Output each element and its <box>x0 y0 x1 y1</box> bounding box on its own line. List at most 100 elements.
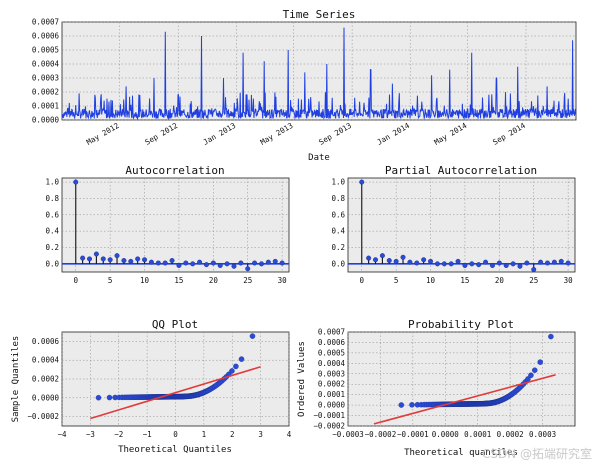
pp-y-tick-label: 0.0005 <box>318 348 345 357</box>
pacf-point <box>359 179 365 185</box>
acf-point <box>121 258 127 264</box>
acf-y-tick-label: 1.0 <box>45 178 59 187</box>
acf-x-tick-label: 15 <box>174 276 183 285</box>
time-series-line <box>61 27 577 121</box>
pacf-point <box>538 259 544 265</box>
acf-x-tick-label: 30 <box>278 276 288 285</box>
pp-point <box>409 402 415 408</box>
pp-point <box>537 359 543 365</box>
acf-y-tick-label: 0.0 <box>45 259 59 268</box>
prob-fit-line <box>373 374 556 425</box>
acf-point <box>190 261 196 267</box>
acf-point <box>279 260 285 266</box>
pacf-point <box>483 259 489 265</box>
pacf-y-tick-label: 0.2 <box>331 243 345 252</box>
pacf-point <box>428 258 434 264</box>
pacf-x-tick-label: 0 <box>359 276 364 285</box>
time-series-x-tick-label: May 2012 <box>85 121 121 147</box>
prob-ticks: −0.0002−0.00010.00000.00010.00020.00030.… <box>313 328 556 440</box>
pacf-point <box>386 258 392 264</box>
pacf-point <box>469 261 475 267</box>
pacf-x-tick-label: 25 <box>529 276 538 285</box>
acf-point <box>114 253 120 259</box>
qq-point <box>106 394 113 401</box>
pacf-axes <box>347 177 576 273</box>
acf-y-tick-label: 0.6 <box>45 210 59 219</box>
pacf-panel: 0.0 0.2 0.4 0.6 0.8 1.0 0 5 10 15 20 25 30 Partial A… <box>331 164 576 285</box>
prob-title: Probability Plot <box>408 318 514 331</box>
pacf-y-tick-label: 0.0 <box>331 259 345 268</box>
qq-fit-line <box>90 366 261 420</box>
pacf-x-tick-label: 30 <box>564 276 574 285</box>
time-series-x-tick-label: Sep 2014 <box>491 121 527 147</box>
acf-title: Autocorrelation <box>125 164 224 177</box>
acf-point <box>80 255 86 261</box>
pacf-point <box>448 261 454 267</box>
qq-y-tick-label: −0.0002 <box>27 412 59 421</box>
acf-point <box>265 259 271 265</box>
pacf-point <box>531 267 537 273</box>
acf-point <box>107 257 113 263</box>
time-series-y-ticks: 0.0000 0.0001 0.0002 0.0003 0.0004 0.0005 0.00… <box>32 18 60 125</box>
acf-point <box>183 260 189 266</box>
qq-y-tick-label: 0.0002 <box>32 375 59 384</box>
acf-point <box>245 266 251 272</box>
qq-ylabel: Sample Quantiles <box>11 336 21 423</box>
acf-axes <box>61 177 290 273</box>
acf-point <box>224 261 230 267</box>
pacf-x-tick-label: 15 <box>460 276 469 285</box>
pp-y-tick-label: 0.0004 <box>318 359 346 368</box>
qq-y-tick-label: 0.0000 <box>32 393 60 402</box>
pacf-point <box>565 260 571 266</box>
pp-x-tick-label: 0.0000 <box>432 430 460 439</box>
pp-x-tick-label: −0.0002 <box>365 430 397 439</box>
time-series-y-tick-label: 0.0001 <box>32 102 59 111</box>
acf-point <box>272 258 278 264</box>
acf-point <box>155 260 161 266</box>
qq-x-tick-label: 1 <box>202 430 207 439</box>
prob-panel: −0.0002−0.00010.00000.00010.00020.00030.… <box>297 318 576 458</box>
pp-y-tick-label: 0.0003 <box>318 369 345 378</box>
time-series-x-tick-label: Jan 2014 <box>375 121 411 147</box>
acf-point <box>252 260 258 266</box>
pacf-point <box>517 263 523 269</box>
qq-y-tick-label: 0.0004 <box>32 356 60 365</box>
qq-x-tick-label: 3 <box>258 430 263 439</box>
time-series-y-tick-label: 0.0007 <box>32 18 59 27</box>
acf-ticks: 0.0 0.2 0.4 0.6 0.8 1.0 0 5 10 15 20 25 30 <box>45 178 287 285</box>
pacf-point <box>496 260 502 266</box>
pp-y-tick-label: 0.0001 <box>318 390 345 399</box>
qq-ticks: −0.0002 0.0000 0.0002 0.0004 0.0006 −4 −3 −2 −1 0… <box>27 337 291 439</box>
prob-ylabel: Ordered Values <box>297 341 307 417</box>
time-series-xlabel: Date <box>308 153 330 163</box>
pacf-point <box>489 262 495 268</box>
acf-point <box>203 262 209 268</box>
qq-x-tick-label: 0 <box>173 430 178 439</box>
acf-point <box>93 251 99 257</box>
pacf-point <box>407 259 413 265</box>
qq-x-tick-label: −4 <box>57 430 67 439</box>
qq-x-tick-label: −3 <box>86 430 95 439</box>
qq-x-tick-label: 2 <box>230 430 235 439</box>
pp-x-tick-label: 0.0002 <box>497 430 524 439</box>
acf-point <box>176 262 182 268</box>
pp-y-tick-label: 0.0002 <box>318 380 345 389</box>
pacf-y-tick-label: 0.8 <box>331 194 345 203</box>
pacf-stems <box>348 179 575 273</box>
pacf-point <box>503 262 509 268</box>
pacf-point <box>414 260 420 266</box>
qq-point <box>233 363 239 370</box>
acf-point <box>162 260 168 266</box>
time-series-x-tick-label: Sep 2013 <box>317 121 353 147</box>
acf-y-tick-label: 0.8 <box>45 194 59 203</box>
pacf-point <box>366 255 372 261</box>
acf-point <box>142 257 148 263</box>
time-series-y-tick-label: 0.0005 <box>32 46 59 55</box>
pp-point <box>528 372 534 379</box>
pacf-point <box>476 262 482 268</box>
time-series-title: Time Series <box>283 8 356 21</box>
acf-x-tick-label: 25 <box>243 276 252 285</box>
acf-point <box>258 261 264 267</box>
watermark: CSDN @拓端研究室 <box>481 447 592 461</box>
